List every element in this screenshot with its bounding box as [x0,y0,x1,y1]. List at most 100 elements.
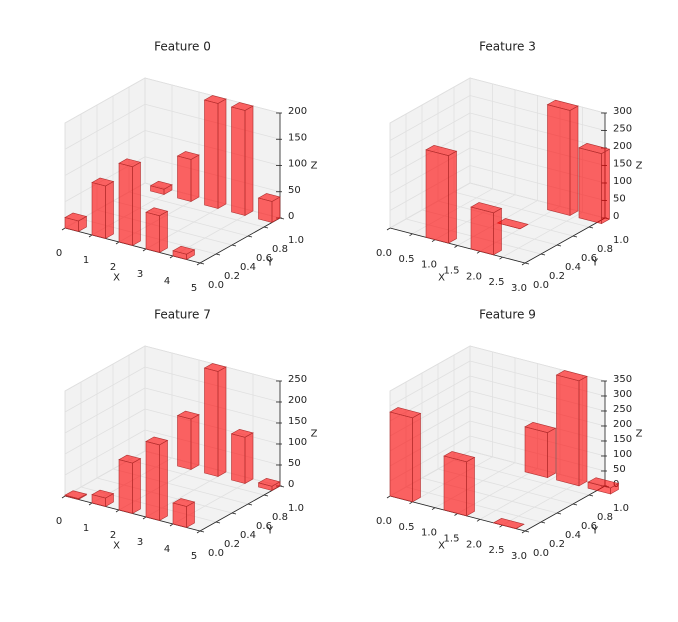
y-tick [215,253,221,256]
z-tick-label: 0 [288,211,294,222]
x-tick-label: 0 [56,516,62,527]
bar [230,428,254,485]
bar-front [118,162,133,246]
chart-title: Feature 9 [479,308,536,322]
bar-side [190,154,200,203]
bar-front [470,206,494,256]
bar [176,151,200,203]
bar-top [230,102,254,111]
y-axis [199,485,281,532]
y-tick [540,253,546,256]
grid-line [469,95,606,131]
y-tick [263,226,269,229]
y-tick-label: 0.6 [581,521,597,532]
grid-line [469,77,606,114]
bar [555,370,588,487]
bar-top [203,363,227,372]
z-tick-label: 200 [288,106,307,117]
grid-line [389,95,471,141]
bar-side [448,150,457,244]
z-tick-label: 50 [288,458,301,469]
z-tick-label: 300 [613,389,632,400]
bar-top [257,193,281,202]
y-tick-label: 0.6 [581,253,597,264]
grid-line [479,473,561,520]
bar-top [524,422,557,433]
z-tick-label: 200 [288,395,307,406]
grid-line [453,459,590,496]
x-tick-label: 5 [191,551,197,562]
z-tick-label: 200 [613,141,632,152]
x-axis-label: X [438,541,445,552]
x-tick [454,245,458,248]
x-axis-label: X [113,541,120,552]
y-tick [540,521,546,524]
bar [389,407,422,503]
bar [172,245,196,261]
y-tick-label: 0.4 [240,530,256,541]
bar [176,410,200,471]
bar-top [118,454,142,464]
chart-title: Feature 0 [154,40,211,54]
x-tick [521,530,526,534]
grid-line [389,360,471,407]
x-tick-label: 3 [137,269,143,280]
x-tick-label: 0.5 [399,254,415,265]
x-tick-label: 1 [83,523,89,534]
bar-side [244,105,254,217]
grid-line [64,429,146,476]
bar-top [172,498,196,507]
grid-line [64,408,146,455]
bar-top [172,245,196,255]
y-axis-label: Y [266,258,274,269]
y-tick [215,521,221,524]
bar-top [145,436,169,446]
z-tick-label: 0 [613,211,619,222]
bar [172,498,196,529]
z-tick-label: 250 [288,374,307,385]
z-axis-label: Z [636,161,643,172]
bar-side [105,180,114,240]
z-tick-label: 350 [613,374,632,385]
bar [64,490,88,501]
x-tick [431,507,436,510]
bar [492,518,525,529]
x-tick [115,509,120,513]
x-tick [169,523,174,527]
grid-line [64,366,146,413]
bar [203,95,227,210]
z-tick-label: 50 [288,185,301,196]
bar-front [231,433,246,484]
y-tick [572,503,578,506]
grid-line [64,77,146,124]
y-tick [199,262,205,265]
z-tick-label: 150 [288,416,307,427]
bar-front [145,441,160,521]
bar-top [145,207,169,217]
bar-front [172,502,187,528]
bar [230,102,254,217]
bar-side [159,210,168,254]
bar-top [546,99,579,111]
x-tick [476,251,481,254]
x-tick-label: 3 [137,537,143,548]
z-tick-label: 150 [613,434,632,445]
x-tick-label: 5 [191,283,197,294]
bar [443,451,476,517]
z-tick-label: 300 [613,106,632,117]
x-tick [88,502,93,506]
bar-side [412,412,421,503]
bar [145,436,169,522]
x-tick [476,519,481,522]
bar [145,207,169,254]
y-tick [231,244,237,247]
grid-line [64,130,146,176]
bar-top [91,489,115,499]
x-tick [115,241,120,245]
x-tick-label: 1.0 [421,528,437,539]
bar-front [389,411,413,503]
bar [118,454,142,515]
y-tick-label: 0.2 [549,539,565,550]
bar-front [578,147,602,225]
